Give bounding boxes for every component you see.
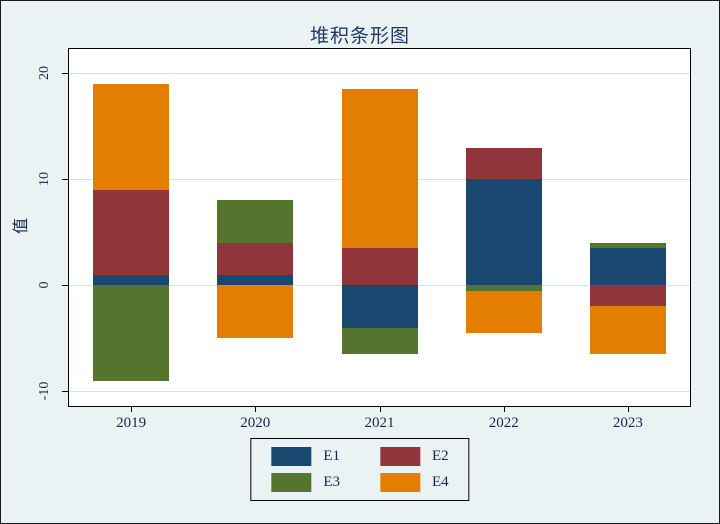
- bar-segment-E1-2022: [465, 179, 542, 286]
- x-axis-tick: [503, 406, 505, 412]
- bar-segment-E3-2019: [93, 285, 170, 381]
- bar-segment-E1-2019: [93, 274, 170, 286]
- legend-item-E3: E3: [271, 473, 340, 492]
- x-tick-label: 2023: [612, 415, 643, 431]
- legend-swatch: [271, 473, 312, 492]
- legend-item-E2: E2: [380, 447, 449, 466]
- bar-segment-E3-2021: [341, 327, 418, 355]
- legend-swatch: [380, 473, 420, 492]
- chart-title: 堆积条形图: [309, 26, 410, 47]
- legend-swatch: [271, 447, 312, 466]
- bar-segment-E2-2019: [93, 189, 170, 275]
- legend-label: E2: [432, 448, 449, 464]
- bar-segment-E3-2023: [589, 242, 666, 249]
- bar-segment-E1-2020: [217, 274, 294, 286]
- bar-segment-E4-2021: [341, 89, 418, 249]
- legend-item-E4: E4: [380, 473, 449, 492]
- gridline: [69, 73, 690, 75]
- x-tick-label: 2020: [240, 415, 271, 431]
- bar-segment-E4-2020: [217, 285, 294, 339]
- bar-segment-E2-2023: [589, 285, 666, 307]
- x-tick-label: 2021: [364, 415, 395, 431]
- legend-swatch: [380, 447, 420, 466]
- y-axis-tick: [62, 73, 69, 75]
- x-tick-label: 2022: [488, 415, 519, 431]
- y-axis-title: 值: [13, 217, 31, 235]
- bar-segment-E1-2021: [341, 285, 418, 328]
- bar-segment-E2-2021: [341, 248, 418, 286]
- legend-item-E1: E1: [271, 447, 340, 466]
- gridline: [69, 391, 690, 393]
- y-tick-label: 0: [37, 281, 52, 289]
- bar-segment-E4-2023: [589, 306, 666, 355]
- y-tick-label: -10: [37, 381, 52, 401]
- y-tick-label: 20: [37, 66, 52, 81]
- y-tick-label: 10: [37, 172, 52, 187]
- y-axis-tick: [62, 391, 69, 393]
- legend-label: E4: [432, 474, 449, 490]
- bar-segment-E4-2022: [465, 290, 542, 333]
- x-axis-tick: [379, 406, 381, 412]
- x-axis-tick: [255, 406, 257, 412]
- y-axis-tick: [62, 179, 69, 181]
- plot-area: -10 0 10 20 2019 2020 2021 2022 2023: [37, 48, 691, 431]
- x-axis-tick: [131, 406, 133, 412]
- x-axis-tick: [627, 406, 629, 412]
- bar-segment-E4-2019: [93, 83, 170, 190]
- bar-segment-E1-2023: [589, 248, 666, 286]
- x-tick-label: 2019: [116, 415, 147, 431]
- bar-segment-E3-2020: [217, 200, 294, 243]
- bar-segment-E2-2022: [465, 147, 542, 180]
- bar-segment-E3-2022: [465, 285, 542, 291]
- legend-label: E3: [323, 474, 340, 490]
- y-axis-tick: [62, 285, 69, 287]
- bar-segment-E2-2020: [217, 242, 294, 275]
- legend-label: E1: [323, 448, 340, 464]
- legend: E1 E2 E3 E4: [250, 438, 470, 501]
